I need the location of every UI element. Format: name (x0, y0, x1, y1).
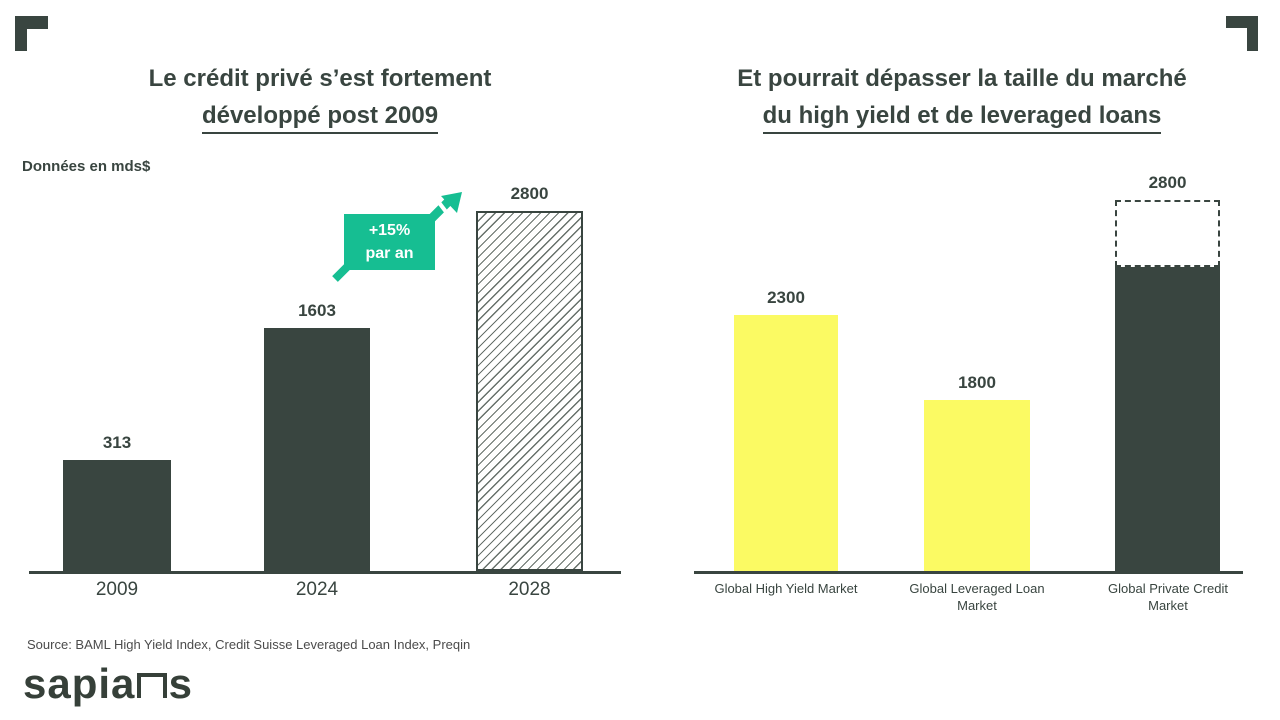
bar-2028-projection: 2800 (476, 184, 583, 571)
left-chart-title-line1: Le crédit privé s’est fortement (148, 65, 492, 92)
value-label-high-yield: 2300 (767, 288, 805, 307)
bar-rect-2028-hatched (476, 211, 583, 571)
bar-global-leveraged-loan: 1800 (924, 373, 1030, 571)
logo-letter-n (136, 673, 168, 698)
bar-global-private-credit: 2800 (1115, 173, 1220, 571)
logo-text-prefix: sapia (23, 660, 136, 707)
growth-rate-label: +15% (368, 222, 411, 239)
value-label-2024: 1603 (298, 301, 336, 320)
bar-global-high-yield: 2300 (734, 288, 838, 571)
value-label-2028: 2800 (510, 184, 549, 203)
source-note: Source: BAML High Yield Index, Credit Su… (27, 637, 471, 652)
corner-bracket-top-left-icon (15, 16, 48, 51)
logo-text-suffix: s (168, 660, 193, 707)
value-label-leveraged-loan: 1800 (958, 373, 996, 392)
right-chart-title-line1: Et pourrait dépasser la taille du marché (737, 65, 1187, 92)
tick-label-2009: 2009 (95, 579, 139, 600)
category-label-leveraged-loan: Global Leveraged Loan Market (909, 581, 1045, 613)
right-chart-title-line2: du high yield et de leveraged loans (762, 102, 1162, 134)
sapians-logo: sapia s (23, 660, 193, 708)
bar-2009: 313 (63, 433, 171, 571)
corner-bracket-top-right-icon (1226, 16, 1258, 51)
value-label-2009: 313 (102, 433, 132, 452)
growth-callout-text: +15% par an (344, 214, 435, 270)
bar-rect-high-yield (734, 315, 838, 571)
right-chart-title: Et pourrait dépasser la taille du marché… (652, 60, 1272, 134)
bar-rect-2009 (63, 460, 171, 571)
left-chart-title-line2: développé post 2009 (201, 102, 439, 134)
projection-dashed-box (1115, 200, 1220, 267)
bar-rect-leveraged-loan (924, 400, 1030, 571)
bar-rect-private-credit (1115, 267, 1220, 571)
value-label-private-credit: 2800 (1148, 173, 1187, 192)
bar-2024: 1603 (264, 301, 370, 571)
tick-label-2024: 2024 (295, 579, 339, 600)
left-chart-title: Le crédit privé s’est fortement développ… (10, 60, 630, 134)
category-label-private-credit: Global Private Credit Market (1108, 581, 1228, 613)
unit-note: Données en mds$ (22, 158, 151, 175)
category-label-high-yield: Global High Yield Market (714, 581, 858, 596)
left-chart-axis-line (29, 571, 621, 574)
growth-callout-bubble-icon (332, 192, 462, 282)
bar-rect-2024 (264, 328, 370, 571)
right-chart-axis-line (694, 571, 1243, 574)
growth-period-label: par an (365, 245, 414, 262)
tick-label-2028: 2028 (508, 579, 551, 600)
